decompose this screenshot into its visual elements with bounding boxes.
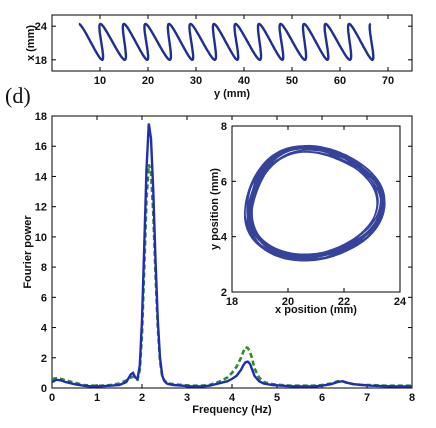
- inset-y-tick-label: 4: [221, 232, 228, 244]
- top-chart: 10 20 30 40 50 60 70 18 24 y (mm) x (mm): [25, 14, 413, 100]
- top-y-axis-label: x (mm): [25, 25, 37, 61]
- main-x-tick-label: 4: [229, 392, 236, 404]
- inset-y-tick-label: 8: [221, 121, 227, 133]
- inset-x-tick-label: 22: [338, 296, 350, 308]
- main-y-tick-label: 8: [41, 262, 47, 274]
- main-y-tick-label: 16: [35, 141, 47, 153]
- top-x-tick-label: 60: [334, 75, 346, 87]
- main-x-tick-label: 3: [184, 392, 190, 404]
- main-y-axis-label: Fourier power: [22, 215, 34, 289]
- main-y-tick-label: 4: [41, 323, 48, 335]
- top-x-tick-label: 70: [382, 75, 394, 87]
- top-trajectory-line: [78, 22, 375, 61]
- main-x-tick-label: 8: [409, 392, 415, 404]
- top-x-tick-label: 50: [286, 75, 298, 87]
- inset-plot-frame: [231, 125, 401, 293]
- inset-x-tick-label: 18: [226, 296, 238, 308]
- main-y-tick-label: 10: [35, 232, 47, 244]
- top-x-tick-label: 10: [94, 75, 106, 87]
- main-x-tick-label: 0: [49, 392, 55, 404]
- solid-series-line: [51, 123, 412, 388]
- main-x-tick-label: 1: [94, 392, 100, 404]
- main-x-axis-label: Frequency (Hz): [192, 404, 272, 416]
- main-y-tick-label: 12: [35, 202, 47, 214]
- main-y-tick-label: 6: [41, 292, 47, 304]
- main-x-tick-label: 2: [139, 392, 145, 404]
- main-y-tick-label: 0: [41, 383, 47, 395]
- inset-trajectory-ring: [243, 144, 386, 262]
- main-x-tick-label: 5: [274, 392, 280, 404]
- main-y-tick-label: 18: [35, 111, 47, 123]
- panel-label: (d): [5, 83, 31, 108]
- top-y-tick-label: 18: [35, 55, 47, 67]
- top-x-tick-label: 30: [190, 75, 202, 87]
- main-y-tick-label: 2: [41, 353, 47, 365]
- inset-x-tick-label: 20: [282, 296, 294, 308]
- main-x-tick-label: 7: [364, 392, 370, 404]
- top-x-axis-label: y (mm): [214, 88, 250, 100]
- top-x-tick-label: 20: [142, 75, 154, 87]
- inset-y-tick-label: 2: [221, 287, 227, 299]
- top-x-tick-label: 40: [238, 75, 250, 87]
- main-x-tick-label: 6: [319, 392, 325, 404]
- inset-y-tick-label: 6: [221, 176, 227, 188]
- inset-x-tick-label: 24: [394, 296, 407, 308]
- inset-x-axis-label: x position (mm): [275, 304, 357, 316]
- top-plot-frame: [51, 14, 413, 72]
- top-ticks: 10 20 30 40 50 60 70 18 24: [35, 15, 412, 87]
- inset-y-axis-label: y position (mm): [209, 168, 221, 250]
- main-y-tick-label: 14: [35, 171, 48, 183]
- top-y-tick-label: 24: [35, 21, 48, 33]
- inset-background: [232, 126, 400, 292]
